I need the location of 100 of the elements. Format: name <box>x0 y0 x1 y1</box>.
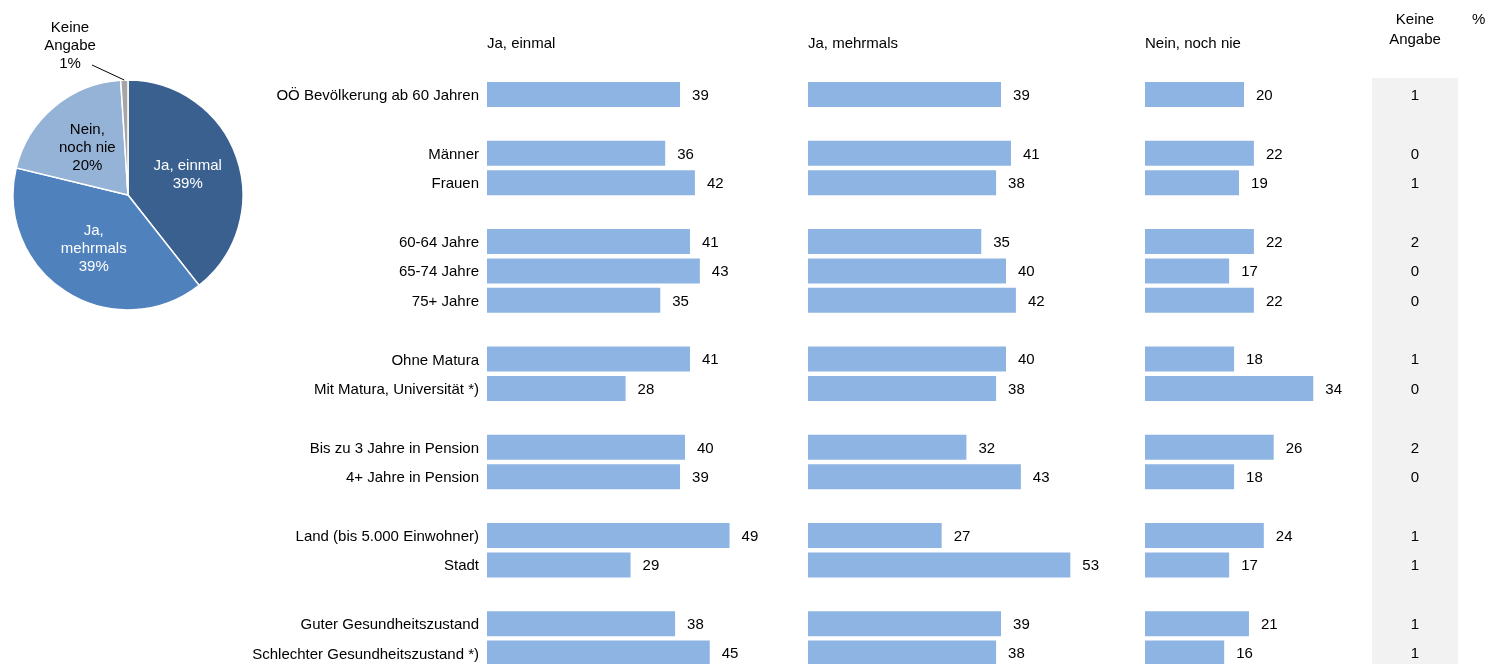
bar <box>487 170 695 196</box>
slice-label: Ja, einmal <box>153 156 222 174</box>
bar <box>808 376 997 401</box>
y-tick-label: Land (bis 5.000 Einwohner) <box>295 527 479 545</box>
data-label: 1 <box>1410 644 1420 662</box>
data-label: 1 <box>1410 614 1420 632</box>
bar <box>1145 523 1264 548</box>
bar <box>487 346 690 372</box>
chart-title: Nein, noch nie <box>1145 34 1241 51</box>
y-tick-label: Männer <box>428 144 479 162</box>
y-tick-label: Mit Matura, Universität *) <box>313 380 479 398</box>
data-label: 38 <box>1008 174 1025 192</box>
bar <box>1145 611 1249 637</box>
chart-title: Ja, mehrmals <box>808 34 899 51</box>
y-tick-label: 75+ Jahre <box>411 291 479 309</box>
y-tick-label: Bis zu 3 Jahre in Pension <box>309 438 479 456</box>
data-label: 29 <box>642 556 660 574</box>
data-label: 35 <box>993 232 1010 250</box>
bar <box>808 640 997 664</box>
data-label: 34 <box>1325 379 1342 397</box>
data-label: 32 <box>978 438 996 456</box>
data-label: 17 <box>1241 262 1258 280</box>
data-label: 38 <box>1008 379 1025 397</box>
data-label: 49 <box>741 526 759 544</box>
data-label: 27 <box>953 526 971 544</box>
data-label: 45 <box>721 644 739 662</box>
bar <box>808 140 1011 166</box>
data-label: 39 <box>1013 85 1030 103</box>
text: Keine Angabe <box>1388 9 1442 49</box>
bar <box>1145 170 1240 196</box>
bar <box>808 611 1002 637</box>
data-label: 1 <box>1410 526 1420 544</box>
bar <box>808 434 967 460</box>
data-label: 40 <box>697 438 714 456</box>
data-label: 39 <box>692 468 709 486</box>
bar <box>1145 140 1254 166</box>
data-label: 0 <box>1410 291 1420 309</box>
data-label: 39 <box>692 85 709 103</box>
bar <box>487 258 700 284</box>
data-label: 42 <box>706 174 724 192</box>
bar <box>487 552 631 578</box>
slice-label: Ja, mehrmals <box>60 221 127 257</box>
data-label: 18 <box>1246 350 1263 368</box>
data-label: 1 <box>1410 85 1420 103</box>
data-label: 1 <box>1410 556 1420 574</box>
data-label: 20% <box>72 155 103 173</box>
data-label: 19 <box>1251 174 1268 192</box>
bar <box>487 523 730 548</box>
data-label: 1 <box>1410 173 1420 191</box>
bar <box>808 346 1006 372</box>
data-label: 18 <box>1246 468 1263 486</box>
bar <box>808 82 1002 107</box>
bar <box>1145 82 1244 107</box>
data-label: 22 <box>1265 144 1283 162</box>
y-tick-label: 60-64 Jahre <box>398 233 479 251</box>
bar <box>808 258 1006 284</box>
data-label: 28 <box>637 379 655 397</box>
bar <box>808 523 942 548</box>
y-tick-label: 65-74 Jahre <box>398 262 479 280</box>
bar <box>487 464 681 490</box>
bar <box>1145 287 1254 313</box>
bar <box>487 229 690 254</box>
bar <box>808 170 997 196</box>
bar <box>1145 346 1235 372</box>
data-label: 38 <box>1008 644 1025 662</box>
bar <box>808 287 1016 313</box>
data-label: 42 <box>1027 291 1045 309</box>
data-label: 40 <box>1018 262 1035 280</box>
data-label: 1% <box>59 54 81 71</box>
bar <box>808 552 1071 578</box>
data-label: 26 <box>1285 438 1303 456</box>
data-label: 43 <box>1032 468 1050 486</box>
bar <box>1145 552 1230 578</box>
bar <box>487 611 676 637</box>
data-label: 1 <box>1410 350 1420 368</box>
data-label: 0 <box>1410 379 1420 397</box>
bar <box>487 434 685 460</box>
data-label: 40 <box>1018 350 1035 368</box>
y-tick-label: OÖ Bevölkerung ab 60 Jahren <box>276 86 479 104</box>
data-label: 24 <box>1275 526 1293 544</box>
bar <box>1145 464 1235 490</box>
bar <box>1145 376 1314 401</box>
bar <box>487 287 661 313</box>
chart-title: Ja, einmal <box>487 34 556 51</box>
data-label: 36 <box>677 144 694 162</box>
data-label: 35 <box>672 291 689 309</box>
data-label: 53 <box>1082 556 1100 574</box>
bar <box>487 140 666 166</box>
data-label: 20 <box>1256 85 1273 103</box>
y-tick-label: Guter Gesundheitszustand <box>300 615 479 633</box>
y-tick-label: Stadt <box>443 556 480 574</box>
bar <box>487 640 710 664</box>
bar <box>1145 640 1225 664</box>
bar <box>1145 434 1274 460</box>
bar <box>808 229 982 254</box>
data-label: 22 <box>1265 291 1283 309</box>
data-label: 39% <box>172 174 203 192</box>
data-label: 16 <box>1236 644 1253 662</box>
y-tick-label: Ohne Matura <box>391 350 480 368</box>
data-label: 41 <box>701 232 719 250</box>
